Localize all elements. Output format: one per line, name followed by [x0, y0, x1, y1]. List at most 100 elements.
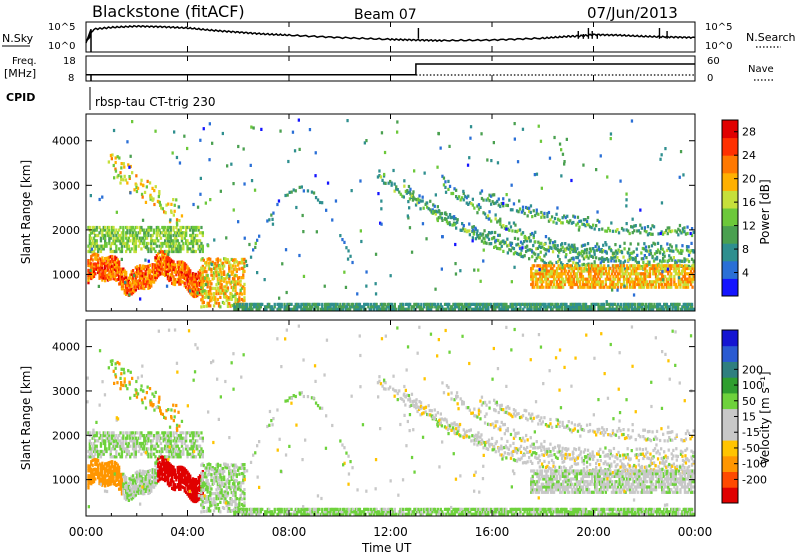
data-cell	[254, 305, 257, 309]
data-cell	[101, 466, 104, 470]
data-cell	[285, 290, 288, 295]
data-cell	[673, 266, 676, 271]
data-cell	[586, 280, 589, 284]
data-cell	[116, 478, 119, 482]
data-cell	[88, 455, 91, 459]
data-cell	[234, 258, 237, 262]
data-cell	[148, 228, 151, 232]
data-cell	[686, 266, 690, 271]
data-cell	[134, 476, 137, 480]
data-cell	[689, 302, 692, 306]
data-cell	[136, 485, 139, 489]
data-cell	[448, 302, 451, 306]
data-cell	[591, 302, 595, 306]
data-cell	[143, 233, 146, 238]
data-cell	[197, 280, 200, 284]
data-cell	[125, 493, 128, 497]
data-cell	[484, 305, 487, 309]
data-cell	[585, 254, 589, 258]
data-cell	[148, 263, 151, 267]
data-cell	[168, 469, 171, 473]
data-cell	[609, 282, 612, 287]
data-cell	[494, 239, 497, 243]
data-cell	[223, 279, 226, 283]
data-cell	[676, 272, 679, 276]
data-cell	[647, 307, 650, 311]
data-cell	[597, 264, 600, 268]
data-cell	[629, 272, 632, 276]
data-cell	[666, 259, 669, 263]
data-cell	[572, 282, 575, 287]
data-cell	[445, 302, 448, 306]
data-cell	[191, 225, 195, 230]
data-cell	[216, 280, 219, 284]
data-cell	[692, 260, 695, 264]
data-cell	[685, 285, 688, 289]
data-cell	[659, 282, 662, 287]
data-cell	[99, 444, 103, 448]
data-cell	[607, 269, 610, 273]
data-cell	[162, 458, 165, 462]
data-cell	[109, 467, 112, 471]
data-cell	[605, 307, 609, 311]
data-cell	[679, 285, 682, 289]
data-cell	[543, 274, 547, 279]
data-cell	[144, 480, 147, 484]
data-cell	[90, 272, 93, 276]
data-cell	[568, 307, 571, 311]
data-cell	[674, 302, 677, 306]
data-cell	[575, 223, 578, 227]
data-cell	[119, 485, 122, 489]
data-cell	[168, 261, 171, 265]
data-cell	[101, 481, 104, 485]
data-cell	[662, 285, 665, 289]
data-cell	[397, 307, 401, 311]
data-cell	[563, 269, 566, 273]
data-cell	[581, 222, 584, 226]
data-cell	[380, 199, 383, 203]
data-cell	[543, 242, 546, 246]
data-cell	[166, 439, 170, 443]
data-cell	[201, 291, 204, 296]
data-cell	[564, 242, 567, 246]
data-cell	[393, 307, 396, 311]
data-cell	[105, 479, 108, 483]
data-cell	[547, 305, 550, 309]
data-cell	[568, 264, 571, 268]
data-cell	[688, 307, 691, 311]
data-cell	[92, 458, 96, 462]
data-cell	[237, 263, 240, 267]
data-cell	[133, 287, 136, 291]
data-cell	[116, 468, 119, 472]
data-cell	[578, 253, 581, 257]
data-cell	[545, 264, 548, 268]
data-cell	[111, 249, 114, 254]
data-cell	[682, 266, 685, 271]
data-cell	[673, 264, 676, 268]
data-cell	[131, 278, 135, 282]
data-cell	[687, 253, 691, 257]
data-cell	[165, 441, 168, 446]
data-cell	[88, 233, 91, 238]
data-cell	[469, 302, 472, 306]
data-cell	[494, 213, 497, 217]
data-cell	[90, 474, 93, 478]
data-cell	[536, 272, 539, 276]
data-cell	[330, 302, 334, 306]
data-cell	[158, 233, 161, 238]
data-cell	[601, 227, 604, 231]
data-cell	[191, 294, 195, 298]
data-cell	[238, 267, 241, 271]
data-cell	[632, 264, 635, 268]
data-cell	[581, 277, 585, 281]
data-cell	[590, 254, 593, 258]
data-cell	[228, 264, 231, 268]
data-cell	[328, 302, 331, 306]
data-cell	[134, 236, 137, 240]
data-cell	[97, 449, 100, 454]
data-cell	[137, 489, 140, 493]
data-cell	[603, 272, 606, 276]
data-cell	[151, 468, 154, 472]
data-cell	[670, 249, 673, 253]
data-cell	[92, 228, 96, 232]
